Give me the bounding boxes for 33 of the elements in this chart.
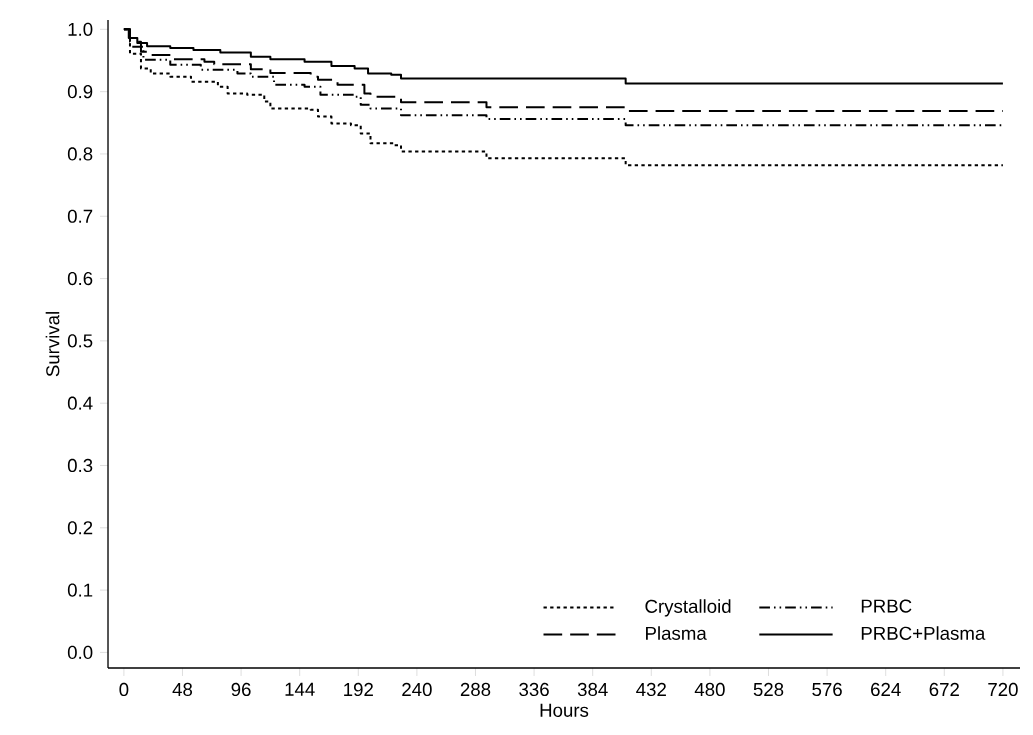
x-tick-label: 144 [285,682,315,696]
y-tick-label: 0.1 [67,583,93,597]
x-tick-label: 48 [172,682,193,697]
y-tick-label: 0.2 [67,521,93,535]
x-tick-label: 720 [988,682,1018,697]
y-tick-label: 0.3 [67,458,93,473]
y-tick-label: 0.8 [67,147,93,161]
x-tick-label: 432 [636,682,666,697]
y-tick-label: 0.6 [67,271,93,286]
legend-label: Plasma [646,626,707,640]
y-tick-label: 0.0 [67,645,93,660]
legend-label: PRBC+Plasma [861,626,986,640]
y-tick-label: 0.4 [67,396,93,410]
x-tick-label: 384 [577,682,608,697]
y-tick-label: 0.7 [67,209,93,223]
x-axis-title: Hours [540,703,589,717]
y-axis-title: Survival [45,312,60,377]
y-tick-label: 0.9 [67,85,93,99]
y-tick-label: 1.0 [68,22,93,36]
legend-label: PRBC [861,599,912,613]
x-tick-label: 624 [871,682,901,697]
x-tick-label: 576 [812,682,842,697]
legend-label: Crystalloid [645,599,731,617]
x-tick-label: 192 [344,682,373,697]
x-tick-label: 672 [929,682,959,697]
x-tick-label: 336 [519,682,549,697]
x-tick-label: 0 [119,682,129,697]
x-tick-label: 96 [231,682,251,697]
x-tick-label: 240 [402,682,432,697]
x-tick-label: 288 [460,682,491,697]
x-tick-label: 480 [694,682,725,697]
x-tick-label: 528 [753,682,784,697]
y-tick-label: 0.5 [67,334,93,348]
